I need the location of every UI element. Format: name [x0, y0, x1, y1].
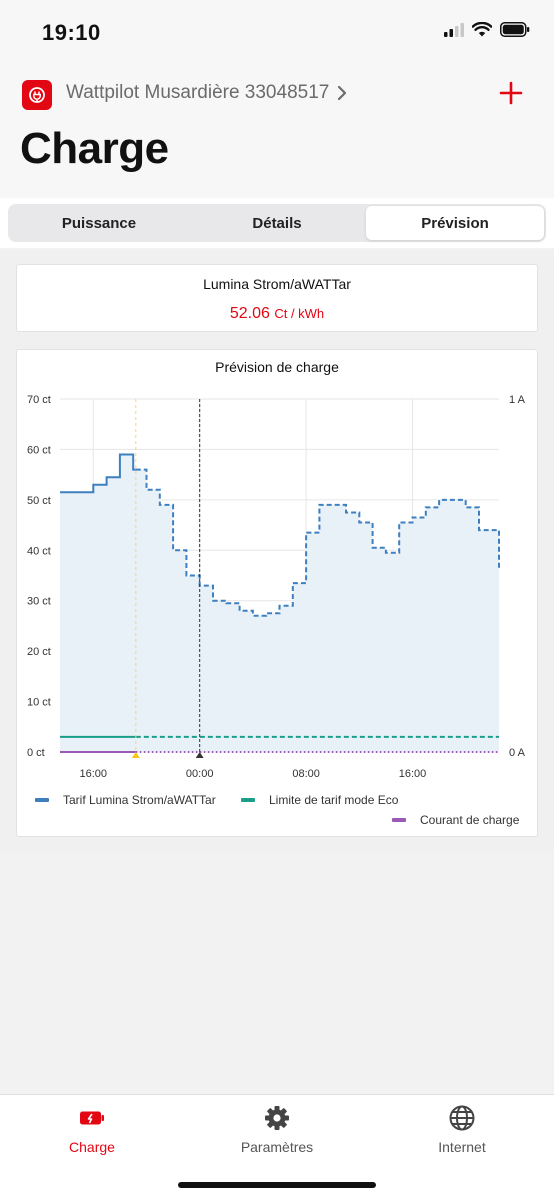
- battery-icon: [500, 22, 530, 37]
- tab-details[interactable]: Détails: [252, 214, 302, 232]
- legend-swatch: [392, 818, 406, 822]
- y2-tick-label: 1 A: [509, 394, 526, 406]
- tabbar-charge[interactable]: Charge: [22, 1103, 162, 1155]
- legend-label: Tarif Lumina Strom/aWATTar: [63, 793, 216, 807]
- content-area: Lumina Strom/aWATTar 52.06 Ct / kWh Prév…: [0, 250, 554, 852]
- tariff-name: Lumina Strom/aWATTar: [203, 276, 351, 292]
- tabbar-internet[interactable]: Internet: [392, 1103, 532, 1155]
- legend-swatch: [241, 798, 255, 802]
- y-tick-label: 60 ct: [27, 444, 51, 456]
- legend-swatch: [35, 798, 49, 802]
- globe-icon: [447, 1103, 477, 1133]
- page-title: Charge: [20, 124, 169, 173]
- legend-label: Limite de tarif mode Eco: [269, 793, 399, 807]
- price-series-line-solid: [60, 453, 136, 494]
- charge-battery-icon: [77, 1103, 107, 1133]
- y-tick-label: 0 ct: [27, 747, 45, 759]
- forecast-card: Prévision de charge 0 ct 10 ct 20 ct 30 ct 4…: [16, 349, 538, 837]
- wifi-icon: [472, 22, 492, 37]
- gear-icon: [262, 1103, 292, 1133]
- wattpilot-logo-icon: [22, 80, 52, 110]
- price-value: 52.06: [229, 305, 270, 322]
- tariff-price: 52.06 Ct / kWh: [17, 305, 537, 323]
- midnight-marker: [195, 752, 204, 758]
- home-indicator: [178, 1182, 376, 1188]
- x-tick-label: 16:00: [79, 768, 107, 780]
- price-series-area: [60, 454, 499, 752]
- y-tick-label: 10 ct: [27, 697, 51, 709]
- forecast-chart: 0 ct 10 ct 20 ct 30 ct 40 ct 50 ct 60 ct 70 ct 1…: [27, 394, 526, 827]
- tabbar-parametres[interactable]: Paramètres: [207, 1103, 347, 1155]
- tabbar-charge-label: Charge: [69, 1139, 115, 1155]
- current-time-marker: [131, 752, 140, 758]
- tariff-card: Lumina Strom/aWATTar 52.06 Ct / kWh: [16, 264, 538, 332]
- y-tick-label: 20 ct: [27, 646, 51, 658]
- header: Wattpilot Musardière 33048517 Charge: [0, 64, 554, 198]
- y2-tick-label: 0 A: [509, 747, 526, 759]
- tab-prevision[interactable]: Prévision: [366, 206, 544, 240]
- price-unit: Ct / kWh: [274, 306, 325, 321]
- legend-label: Courant de charge: [420, 813, 520, 827]
- y-tick-label: 30 ct: [27, 596, 51, 608]
- y-tick-label: 70 ct: [27, 394, 51, 406]
- status-time: 19:10: [42, 20, 101, 45]
- status-icons: [444, 22, 530, 37]
- chevron-right-icon[interactable]: [336, 84, 348, 102]
- tabbar-parametres-label: Paramètres: [240, 1139, 314, 1155]
- add-button[interactable]: [498, 80, 524, 106]
- signal-icon: [444, 22, 464, 37]
- x-tick-label: 00:00: [186, 768, 214, 780]
- price-series-line-forecast: [135, 468, 500, 617]
- chart-title: Prévision de charge: [215, 359, 339, 375]
- tabbar-internet-label: Internet: [438, 1139, 486, 1155]
- tab-puissance[interactable]: Puissance: [61, 214, 137, 232]
- device-selector[interactable]: Wattpilot Musardière 33048517: [66, 82, 330, 103]
- y-tick-label: 50 ct: [27, 495, 51, 507]
- x-tick-label: 16:00: [399, 768, 427, 780]
- status-bar: 19:10: [0, 0, 554, 64]
- segmented-control: Puissance Détails Prévision: [8, 204, 546, 242]
- x-tick-label: 08:00: [292, 768, 320, 780]
- y-tick-label: 40 ct: [27, 545, 51, 557]
- tabs-container: Puissance Détails Prévision: [0, 198, 554, 248]
